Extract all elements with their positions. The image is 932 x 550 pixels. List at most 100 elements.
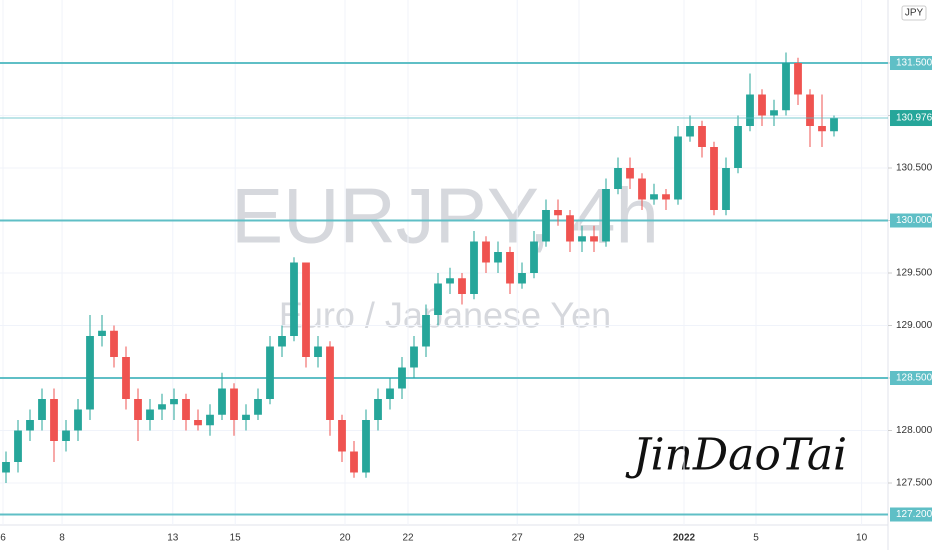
candle-body xyxy=(158,404,166,410)
candle-body xyxy=(578,236,586,242)
x-tick-label: 5 xyxy=(753,533,759,544)
candle-body xyxy=(530,241,538,273)
signature: JinDaoTai xyxy=(625,430,847,481)
candle-body xyxy=(518,273,526,284)
candle-body xyxy=(170,399,178,405)
candle-body xyxy=(722,168,730,210)
candle-body xyxy=(38,399,46,420)
level-label: 127.200 xyxy=(896,509,932,520)
candle-body xyxy=(410,346,418,368)
candle-body xyxy=(206,414,214,426)
x-tick-label: 13 xyxy=(167,533,179,544)
candle-body xyxy=(626,168,634,179)
candle-body xyxy=(710,147,718,210)
x-tick-label: 6 xyxy=(0,533,6,544)
candle-body xyxy=(446,278,454,284)
candle-body xyxy=(806,94,814,126)
last-price-box xyxy=(890,110,932,127)
candle-body xyxy=(506,252,514,284)
y-tick-label: 130.500 xyxy=(896,163,932,174)
level-label-box xyxy=(890,213,932,228)
x-tick-label: 22 xyxy=(402,533,414,544)
candle-body xyxy=(122,357,130,399)
watermark-subtitle: Euro / Japanese Yen xyxy=(279,295,611,336)
candle-body xyxy=(662,194,670,200)
candle-body xyxy=(746,94,754,126)
candle-body xyxy=(26,420,34,431)
level-label: 130.000 xyxy=(896,215,932,226)
candle-body xyxy=(686,126,694,137)
level-label-box xyxy=(890,507,932,522)
candle-body xyxy=(86,336,94,410)
candle-body xyxy=(554,210,562,216)
candle-body xyxy=(638,178,646,200)
candle-body xyxy=(590,236,598,242)
candle-body xyxy=(14,430,22,462)
candle-body xyxy=(770,110,778,116)
candle-body xyxy=(830,118,838,132)
candle-body xyxy=(50,399,58,441)
candle-body xyxy=(266,346,274,399)
y-tick-label: 129.000 xyxy=(896,320,932,331)
candle-body xyxy=(194,420,202,426)
candle-body xyxy=(386,388,394,399)
candle-body xyxy=(374,399,382,420)
candle-body xyxy=(470,241,478,294)
candle-body xyxy=(182,399,190,420)
candle-body xyxy=(230,388,238,420)
currency-box[interactable] xyxy=(901,5,927,21)
y-tick-label: 129.500 xyxy=(896,268,932,279)
candle-body xyxy=(818,126,826,132)
candle-body xyxy=(278,336,286,347)
x-tick-label: 27 xyxy=(512,533,524,544)
candle-body xyxy=(782,63,790,111)
last-price-label: 130.976 xyxy=(896,113,932,124)
level-label: 128.500 xyxy=(896,373,932,384)
candle-body xyxy=(494,252,502,263)
candle-body xyxy=(146,409,154,420)
candle-body xyxy=(542,210,550,242)
candle-body xyxy=(614,168,622,189)
candle-body xyxy=(566,215,574,242)
currency[interactable]: JPY xyxy=(905,8,924,19)
candle-body xyxy=(458,278,466,294)
candle-body xyxy=(650,194,658,200)
level-label: 131.500 xyxy=(896,58,932,69)
candle-body xyxy=(314,346,322,357)
level-label-box xyxy=(890,371,932,385)
candle-body xyxy=(242,414,250,420)
candle-body xyxy=(62,430,70,441)
x-tick-label: 15 xyxy=(230,533,242,544)
candle-body xyxy=(290,262,298,336)
x-tick-label: 8 xyxy=(59,533,65,544)
candle-body xyxy=(2,462,10,473)
candle-body xyxy=(734,126,742,168)
candle-body xyxy=(758,94,766,116)
candle-body xyxy=(218,388,226,415)
candle-body xyxy=(794,63,802,95)
candle-body xyxy=(134,399,142,420)
candle-body xyxy=(398,367,406,389)
x-tick-label: 29 xyxy=(573,533,585,544)
candle-body xyxy=(350,451,358,473)
x-tick-label: 2022 xyxy=(673,533,696,544)
candle-body xyxy=(482,241,490,263)
y-tick-label: 127.500 xyxy=(896,478,932,489)
candle-body xyxy=(110,330,118,357)
candle-body xyxy=(362,420,370,473)
x-tick-label: 20 xyxy=(339,533,351,544)
candle-body xyxy=(698,126,706,147)
candle-body xyxy=(98,330,106,336)
candle-body xyxy=(254,399,262,415)
y-tick-label: 128.000 xyxy=(896,425,932,436)
candle-body xyxy=(434,283,442,315)
candle-body xyxy=(602,189,610,242)
x-tick-label: 10 xyxy=(856,533,868,544)
level-label-box xyxy=(890,56,932,70)
candle-body xyxy=(302,262,310,357)
candle-body xyxy=(74,409,82,431)
candle-body xyxy=(674,136,682,200)
